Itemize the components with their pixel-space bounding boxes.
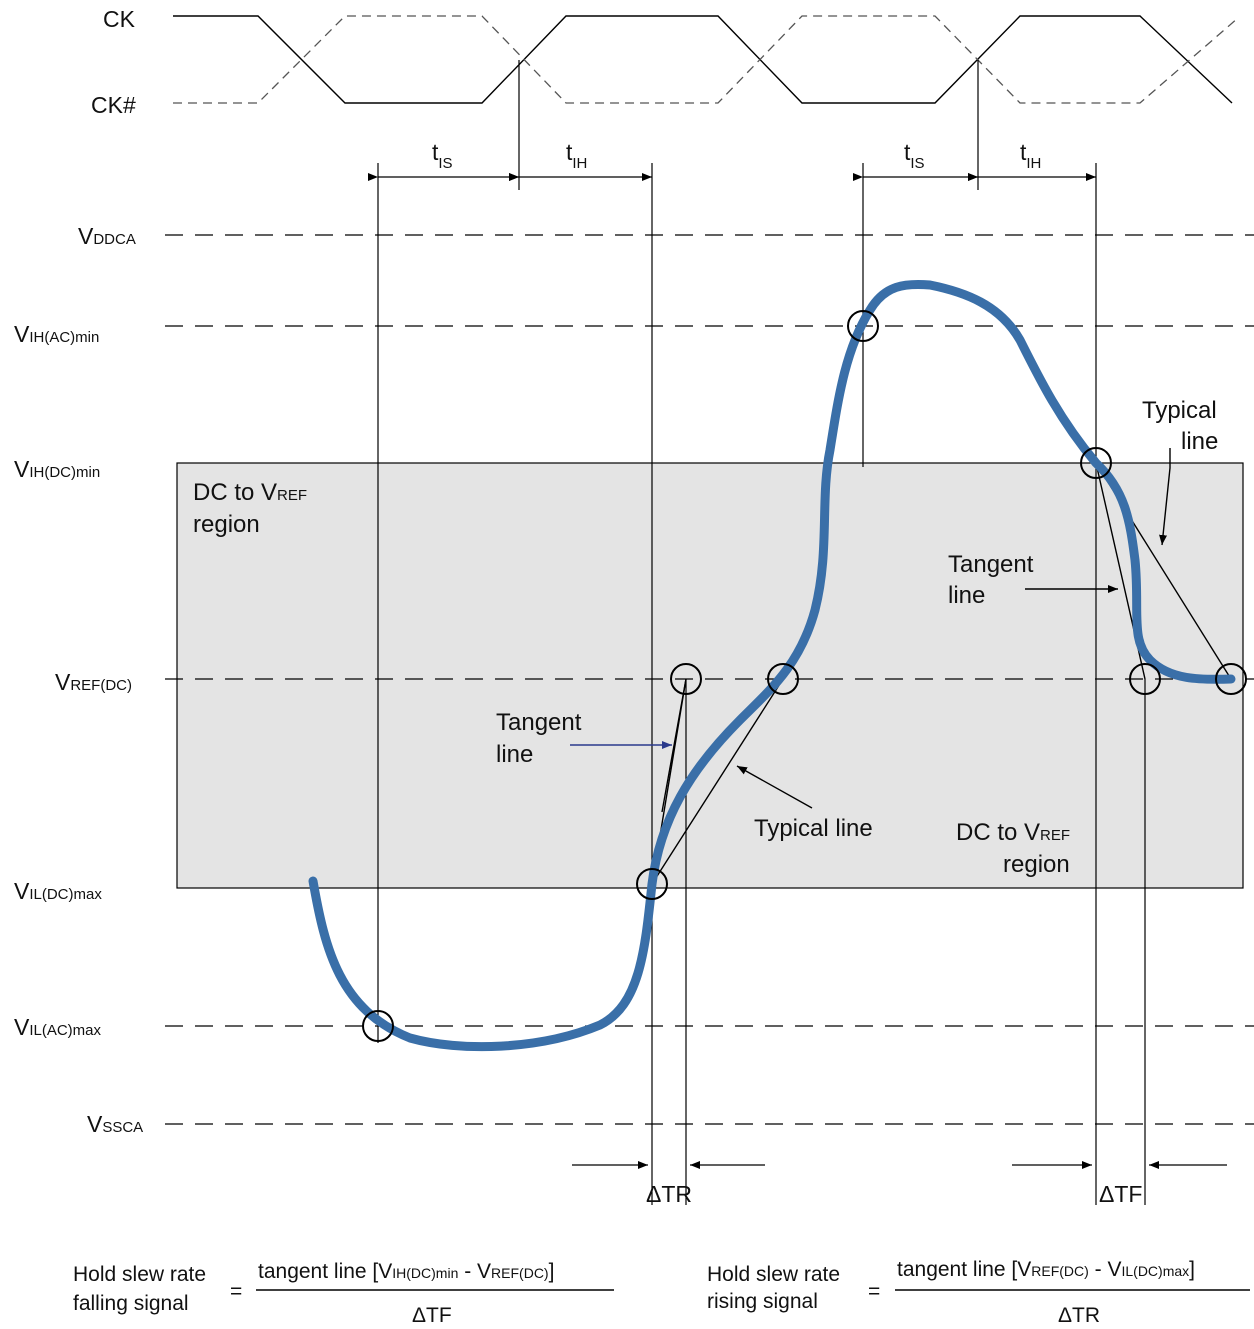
vih-ac-label: VIH(AC)min [14,321,99,347]
svg-text:rising signal: rising signal [707,1290,818,1313]
vddca-label: VDDCA [78,223,136,249]
marker-vil-dc [636,868,668,900]
timing-vertical-lines [377,60,1146,1205]
svg-text:falling signal: falling signal [73,1292,189,1315]
ck-waveform [173,15,1233,104]
crossing-markers [362,310,1247,1042]
vil-dc-label: VIL(DC)max [14,878,102,904]
typical-arrow-rising [736,765,813,809]
marker-vref-tangent-rising [670,663,702,695]
tih-label-2: tIH [1020,139,1041,172]
ck-n-label: CK# [91,92,136,118]
equation-falling: Hold slew rate falling signal = tangent … [73,1260,614,1327]
tangent-label-falling-2: line [948,582,985,609]
dc-to-vref-region [176,462,1244,889]
tih-label-1: tIH [566,139,587,172]
typical-label-falling-1: Typical [1142,397,1217,424]
svg-text:tangent line [VREF(DC) - VIL(D: tangent line [VREF(DC) - VIL(DC)max] [897,1258,1195,1281]
typical-label-falling-2: line [1181,428,1218,455]
marker-vref-typical-rising [767,663,799,695]
tangent-label-rising-2: line [496,741,533,768]
svg-text:Hold slew rate: Hold slew rate [73,1263,206,1286]
ck-n-waveform [173,15,1239,104]
svg-text:=: = [230,1280,242,1303]
region-label-top-1: DC to VREF [193,479,307,506]
vssca-label: VSSCA [87,1111,143,1137]
typical-line-rising [651,678,784,885]
tangent-label-rising-1: Tangent [496,709,582,736]
delta-tf-label: ΔTF [1099,1181,1142,1207]
marker-vref-tangent-falling [1129,663,1161,695]
signal-waveform [308,279,1236,1052]
ck-label: CK [103,6,136,32]
marker-vih-dc [1080,447,1112,479]
vil-ac-label: VIL(AC)max [14,1014,102,1040]
voltage-level-lines [165,234,1254,1125]
region-label-top-2: region [193,511,260,538]
svg-text:ΔTF: ΔTF [412,1304,452,1327]
marker-vih-ac [847,310,879,342]
vref-dc-label: VREF(DC) [55,669,132,695]
svg-text:Hold slew rate: Hold slew rate [707,1263,840,1286]
svg-text:tangent line [VIH(DC)min - VRE: tangent line [VIH(DC)min - VREF(DC)] [258,1260,554,1283]
typical-label-rising: Typical line [754,815,873,842]
tis-label-2: tIS [904,139,925,172]
svg-text:=: = [868,1280,880,1303]
delta-tr-label: ΔTR [646,1181,692,1207]
svg-text:ΔTR: ΔTR [1058,1304,1100,1327]
equation-rising: Hold slew rate rising signal = tangent l… [707,1258,1250,1327]
typical-arrow-falling [1159,448,1171,546]
region-label-bottom-2: region [1003,851,1070,878]
marker-vref-typical-falling [1215,663,1247,695]
marker-vil-ac [362,1010,394,1042]
tis-label-1: tIS [432,139,453,172]
tangent-label-falling-1: Tangent [948,551,1034,578]
vih-dc-label: VIH(DC)min [14,456,100,482]
region-label-bottom-1: DC to VREF [956,819,1070,846]
